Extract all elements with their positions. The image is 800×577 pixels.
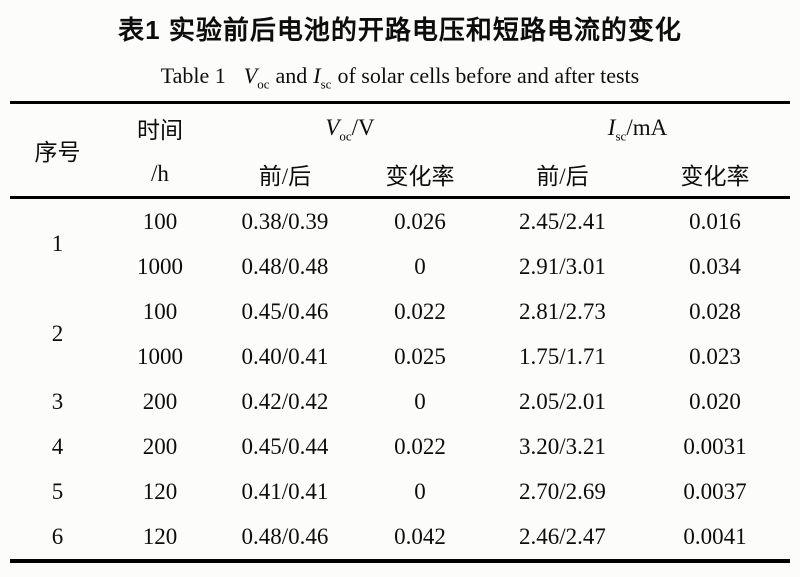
serial-cell: 3 [51, 388, 64, 414]
voc-rate-cell: 0 [414, 388, 426, 414]
serial-cell: 4 [51, 433, 64, 459]
isc-cell: 2.05/2.01 [519, 388, 606, 414]
table-title-chinese: 表1 实验前后电池的开路电压和短路电流的变化 [118, 15, 682, 45]
isc-rate-cell: 0.023 [689, 343, 741, 369]
isc-rate-cell: 0.034 [689, 253, 741, 279]
table-title-english: Table 1 Voc and Isc of solar cells before an… [0, 63, 800, 92]
serial-cell: 2 [51, 321, 64, 346]
voc-subscript: oc [257, 76, 270, 92]
voc-cell: 0.41/0.41 [241, 478, 329, 504]
table-body: 1 100 0.38/0.39 0.026 2.45/2.41 0.016 1000 0.48… [10, 198, 790, 562]
time-cell: 120 [142, 478, 178, 504]
table-row: 2 100 0.45/0.46 0.022 2.81/2.73 0.028 [10, 289, 790, 347]
time-cell: 100 [142, 298, 178, 324]
isc-cell: 2.45/2.41 [519, 208, 606, 234]
time-cell: 1000 [137, 343, 183, 369]
isc-rate-cell: 0.020 [689, 388, 741, 414]
time-cell: 120 [142, 523, 178, 549]
voc-rate-cell: 0.022 [394, 298, 446, 324]
table-row: 1 100 0.38/0.39 0.026 2.45/2.41 0.016 [10, 198, 790, 257]
header-isc-before-after: 前/后 [536, 164, 589, 189]
table-row: 6 120 0.48/0.46 0.042 2.46/2.47 0.0041 [10, 514, 790, 561]
table-row: 5 120 0.41/0.41 0 2.70/2.69 0.0037 [10, 469, 790, 514]
isc-cell: 2.81/2.73 [519, 298, 606, 324]
time-cell: 200 [142, 433, 178, 459]
header-isc-group: Isc/mA [485, 103, 790, 153]
voc-cell: 0.48/0.48 [241, 253, 329, 279]
header-voc-change-rate: 变化率 [385, 164, 455, 189]
header-time-unit: /h [151, 161, 169, 186]
time-cell: 200 [142, 388, 178, 414]
voc-symbol: V [243, 63, 258, 88]
isc-rate-cell: 0.0031 [683, 433, 747, 459]
voc-cell: 0.40/0.41 [241, 343, 329, 369]
isc-rate-cell: 0.0041 [683, 523, 747, 549]
header-serial: 序号 [34, 140, 81, 165]
subtitle-and: and [275, 63, 308, 88]
isc-cell: 2.91/3.01 [519, 253, 606, 279]
voc-rate-cell: 0.026 [394, 208, 446, 234]
header-time: 时间 [137, 118, 183, 143]
voc-header-subscript: oc [339, 128, 352, 144]
isc-rate-cell: 0.0037 [683, 478, 747, 504]
isc-symbol: I [313, 63, 321, 88]
serial-cell: 6 [51, 523, 64, 549]
voc-cell: 0.38/0.39 [241, 208, 329, 234]
isc-cell: 2.70/2.69 [519, 478, 606, 504]
voc-cell: 0.45/0.44 [241, 433, 329, 459]
time-cell: 1000 [137, 253, 183, 279]
isc-cell: 1.75/1.71 [519, 343, 606, 369]
table-label-english: Table 1 [160, 63, 226, 88]
voc-cell: 0.42/0.42 [241, 388, 329, 414]
table-row: 3 200 0.42/0.42 0 2.05/2.01 0.020 [10, 379, 790, 424]
voc-rate-cell: 0 [414, 478, 426, 504]
table-row: 1000 0.48/0.48 0 2.91/3.01 0.034 [10, 244, 790, 289]
voc-rate-cell: 0.022 [394, 433, 446, 459]
header-row-top: 序号 时间 Voc/V Isc/mA [10, 103, 790, 165]
table-row: 4 200 0.45/0.44 0.022 3.20/3.21 0.0031 [10, 424, 790, 469]
subtitle-rest: of solar cells before and after tests [337, 63, 640, 88]
isc-header-subscript: sc [615, 128, 627, 144]
voc-rate-cell: 0 [414, 253, 426, 279]
header-row-bottom: /h 前/后 变化率 前/后 变化率 [10, 152, 790, 198]
voc-rate-cell: 0.025 [394, 343, 446, 369]
isc-cell: 3.20/3.21 [519, 433, 606, 459]
header-isc-change-rate: 变化率 [680, 164, 750, 189]
voc-cell: 0.48/0.46 [241, 523, 329, 549]
serial-cell: 5 [51, 478, 64, 504]
table-header: 序号 时间 Voc/V Isc/mA /h 前/后 变化率 前/后 变化率 [10, 103, 790, 198]
isc-cell: 2.46/2.47 [519, 523, 606, 549]
isc-header-unit: /mA [626, 115, 668, 140]
voc-rate-cell: 0.042 [394, 523, 446, 549]
isc-rate-cell: 0.028 [689, 298, 741, 324]
isc-header-symbol: I [607, 115, 616, 140]
voc-cell: 0.45/0.46 [241, 298, 329, 324]
voc-header-unit: /V [351, 115, 375, 140]
voc-header-symbol: V [325, 115, 340, 140]
table-row: 1000 0.40/0.41 0.025 1.75/1.71 0.023 [10, 334, 790, 379]
time-cell: 100 [142, 208, 178, 234]
header-voc-group: Voc/V [215, 103, 485, 153]
isc-rate-cell: 0.016 [689, 208, 741, 234]
header-voc-before-after: 前/后 [258, 164, 312, 189]
isc-subscript: sc [320, 76, 332, 92]
serial-cell: 1 [51, 231, 64, 256]
